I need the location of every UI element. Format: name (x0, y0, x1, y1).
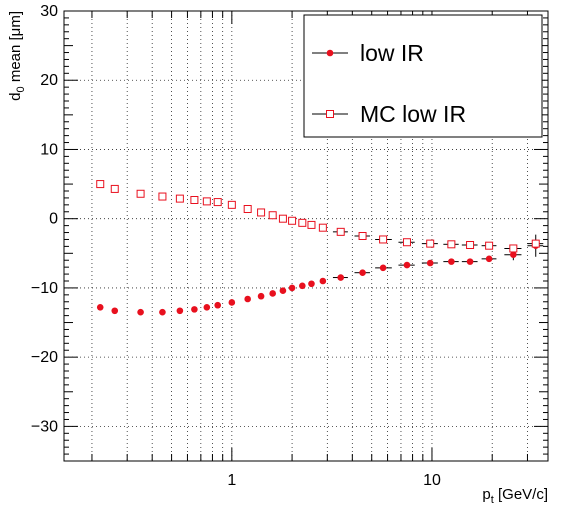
y-tick-label: 30 (40, 3, 58, 20)
data-point (268, 211, 277, 220)
data-point (110, 184, 119, 193)
data-point (159, 308, 166, 316)
legend-marker (326, 49, 334, 57)
data-point (190, 196, 199, 204)
series-low-ir (96, 234, 544, 316)
data-point (426, 239, 435, 248)
y-axis-title-main: d (7, 92, 24, 100)
data-point (485, 241, 494, 250)
data-point (447, 240, 456, 249)
data-point (136, 189, 145, 198)
data-point (96, 304, 104, 311)
data-point (379, 235, 388, 244)
data-point (288, 284, 296, 292)
x-tick-label: 10 (423, 472, 441, 489)
legend: low IR MC low IR (303, 14, 543, 138)
y-axis-title: d0 mean [μm] (7, 11, 27, 101)
legend-entry: low IR (312, 40, 424, 66)
legend-label: MC low IR (360, 101, 466, 127)
plot-frame (63, 10, 549, 462)
data-point (531, 239, 540, 248)
data-point (191, 306, 198, 313)
y-tick-label: 10 (40, 141, 58, 158)
data-point (318, 223, 327, 232)
data-point (358, 232, 367, 240)
data-point (96, 180, 105, 189)
y-tick-label: −30 (31, 418, 58, 435)
data-point (175, 194, 184, 203)
data-point (176, 307, 184, 315)
data-point (203, 304, 211, 311)
data-point (158, 192, 167, 201)
data-point (426, 259, 434, 267)
data-point (243, 205, 252, 213)
x-axis-title-subscript: t (491, 494, 494, 506)
y-tick-label: 20 (40, 72, 58, 89)
data-point (308, 280, 315, 288)
data-point (509, 244, 518, 253)
data-point (257, 208, 266, 217)
data-point (379, 264, 387, 272)
y-tick-label: 0 (49, 211, 58, 228)
data-point (402, 238, 411, 247)
data-point (337, 274, 345, 281)
data-point (111, 307, 119, 315)
data-point (214, 301, 222, 309)
data-point (299, 282, 306, 290)
data-point (202, 197, 211, 206)
data-point (213, 198, 222, 207)
grid (64, 10, 548, 461)
data-point (466, 241, 475, 249)
data-point (319, 277, 327, 285)
data-point (278, 214, 287, 223)
data-point (288, 216, 297, 225)
data-point (244, 295, 251, 303)
data-marks (96, 180, 544, 316)
data-point (137, 308, 144, 316)
x-axis-title: pt [GeV/c] (482, 486, 548, 506)
x-tick-label: 1 (227, 472, 236, 489)
data-point (336, 227, 345, 236)
data-point (298, 218, 307, 227)
legend-box (303, 14, 543, 138)
legend-marker (326, 110, 334, 118)
y-axis-title-unit: mean [μm] (7, 11, 24, 86)
x-axis-title-unit: [GeV/c] (494, 486, 548, 503)
data-point (257, 292, 265, 300)
data-point (227, 200, 236, 209)
data-point (448, 258, 455, 265)
data-point (403, 261, 411, 269)
data-point (485, 255, 493, 263)
axis-ticks (64, 10, 548, 462)
data-point (228, 299, 236, 306)
data-point (307, 220, 316, 229)
y-tick-label: −10 (31, 280, 58, 297)
data-point (466, 258, 474, 265)
data-point (359, 269, 366, 276)
legend-entry: MC low IR (312, 101, 466, 127)
x-axis-title-main: p (482, 486, 490, 503)
y-tick-label: −20 (31, 349, 58, 366)
data-point (279, 287, 287, 294)
data-point (269, 290, 276, 297)
series-mc-low-ir (96, 180, 544, 253)
legend-label: low IR (360, 40, 424, 66)
data-point (510, 251, 517, 258)
y-axis-title-subscript: 0 (15, 86, 27, 92)
